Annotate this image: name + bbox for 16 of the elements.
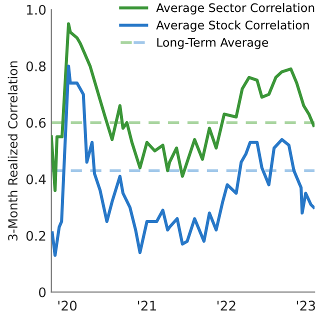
x-tick-label: '22 bbox=[217, 300, 236, 310]
x-tick-label: '21 bbox=[138, 300, 156, 310]
y-axis-title: 3-Month Realized Correlation bbox=[8, 61, 18, 240]
legend-label: Average Stock Correlation bbox=[156, 20, 309, 32]
y-tick-label: 0 bbox=[38, 287, 46, 298]
x-tick-label: '23 bbox=[296, 300, 316, 311]
y-tick-label: 0.6 bbox=[26, 118, 46, 128]
x-tick-label: '20 bbox=[58, 300, 77, 311]
legend-label: Average Sector Correlation bbox=[156, 3, 314, 14]
y-tick-label: 0.8 bbox=[26, 61, 46, 72]
legend-label: Long-Term Average bbox=[157, 38, 268, 50]
y-tick-label: 1.0 bbox=[26, 4, 46, 15]
line-series bbox=[51, 22, 315, 192]
y-tick-label: 0.2 bbox=[26, 230, 46, 241]
y-tick-label: 0.4 bbox=[26, 174, 46, 184]
line-series bbox=[51, 64, 315, 257]
